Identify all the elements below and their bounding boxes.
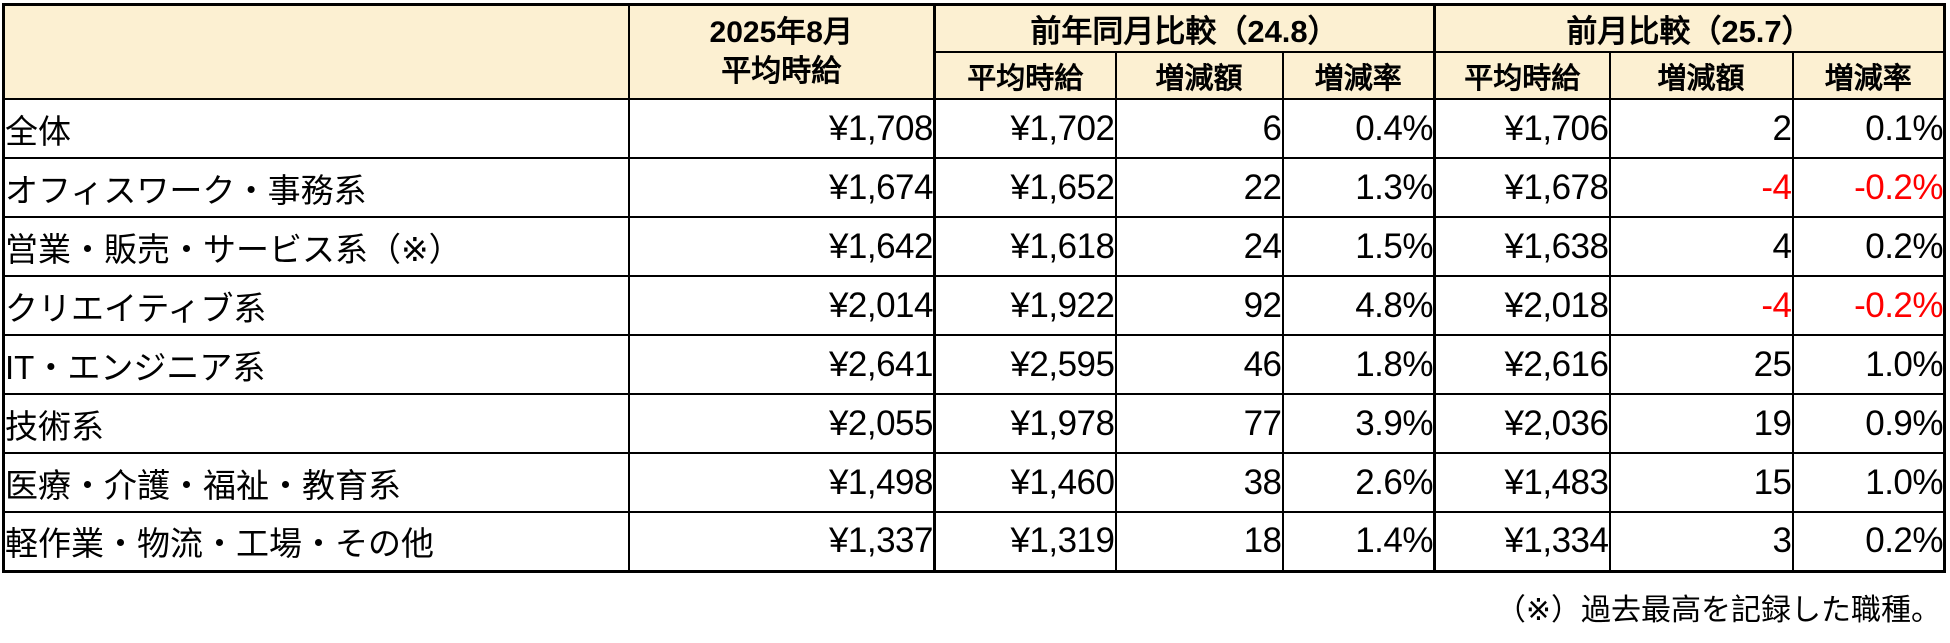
mom-diff-cell: 25 (1608, 334, 1794, 395)
current-wage-cell: ¥2,641 (627, 334, 936, 395)
table-row: 営業・販売・サービス系（※） ¥1,642 ¥1,618 24 1.5% ¥1,638 4 0… (2, 216, 1946, 277)
current-wage-cell: ¥1,337 (627, 511, 936, 572)
yoy-rate-cell: 1.3% (1281, 157, 1436, 218)
mom-diff-cell: -4 (1608, 157, 1794, 218)
yoy-diff-cell: 22 (1114, 157, 1284, 218)
header-mom-wage: 平均時給 (1433, 51, 1611, 100)
yoy-rate-cell: 1.8% (1281, 334, 1436, 395)
yoy-rate-cell: 0.4% (1281, 98, 1436, 159)
yoy-rate-cell: 2.6% (1281, 452, 1436, 513)
mom-diff-cell: 2 (1608, 98, 1794, 159)
mom-wage-cell: ¥2,616 (1433, 334, 1611, 395)
current-wage-cell: ¥2,055 (627, 393, 936, 454)
table-row: IT・エンジニア系 ¥2,641 ¥2,595 46 1.8% ¥2,616 25 1.0% (2, 334, 1946, 395)
mom-wage-cell: ¥2,018 (1433, 275, 1611, 336)
current-wage-cell: ¥1,642 (627, 216, 936, 277)
mom-rate-cell: 0.1% (1791, 98, 1946, 159)
yoy-rate-cell: 3.9% (1281, 393, 1436, 454)
row-label-cell: 技術系 (2, 393, 630, 454)
mom-diff-cell: 19 (1608, 393, 1794, 454)
table-row: 技術系 ¥2,055 ¥1,978 77 3.9% ¥2,036 19 0.9% (2, 393, 1946, 454)
mom-wage-cell: ¥1,678 (1433, 157, 1611, 218)
yoy-wage-cell: ¥1,702 (933, 98, 1117, 159)
header-mom-diff: 増減額 (1608, 51, 1794, 100)
mom-wage-cell: ¥1,483 (1433, 452, 1611, 513)
mom-wage-cell: ¥1,334 (1433, 511, 1611, 572)
mom-rate-cell: 0.9% (1791, 393, 1946, 454)
header-current-month-cell: 2025年8月 平均時給 (627, 3, 936, 100)
table-row: オフィスワーク・事務系 ¥1,674 ¥1,652 22 1.3% ¥1,678 -4 -0.… (2, 157, 1946, 218)
table-row: 医療・介護・福祉・教育系 ¥1,498 ¥1,460 38 2.6% ¥1,483 15 1.… (2, 452, 1946, 513)
yoy-diff-cell: 38 (1114, 452, 1284, 513)
table-row: クリエイティブ系 ¥2,014 ¥1,922 92 4.8% ¥2,018 -4 -0.2% (2, 275, 1946, 336)
yoy-rate-cell: 1.5% (1281, 216, 1436, 277)
row-label-cell: 全体 (2, 98, 630, 159)
mom-diff-cell: 15 (1608, 452, 1794, 513)
mom-rate-cell: 1.0% (1791, 334, 1946, 395)
yoy-wage-cell: ¥1,618 (933, 216, 1117, 277)
header-current-label: 平均時給 (721, 55, 842, 88)
header-group-mom: 前月比較（25.7） (1432, 3, 1946, 53)
header-yoy-wage: 平均時給 (933, 51, 1117, 100)
row-label-cell: 軽作業・物流・工場・その他 (2, 511, 630, 572)
mom-wage-cell: ¥1,638 (1433, 216, 1611, 277)
yoy-wage-cell: ¥2,595 (933, 334, 1117, 395)
wage-table-body: 全体 ¥1,708 ¥1,702 6 0.4% ¥1,706 2 0.1% オフィスワーク・事務… (2, 98, 1946, 572)
mom-diff-cell: 3 (1608, 511, 1794, 572)
yoy-diff-cell: 18 (1114, 511, 1284, 572)
footnote: （※）過去最高を記録した職種。 (1495, 593, 1941, 627)
mom-wage-cell: ¥2,036 (1433, 393, 1611, 454)
row-label-cell: 営業・販売・サービス系（※） (2, 216, 630, 277)
current-wage-cell: ¥1,708 (627, 98, 936, 159)
yoy-wage-cell: ¥1,922 (933, 275, 1117, 336)
yoy-wage-cell: ¥1,652 (933, 157, 1117, 218)
mom-rate-cell: -0.2% (1791, 275, 1946, 336)
table-header: 2025年8月 平均時給 前年同月比較（24.8） 前月比較（25.7） 平均時… (2, 3, 1946, 100)
current-wage-cell: ¥2,014 (627, 275, 936, 336)
mom-wage-cell: ¥1,706 (1433, 98, 1611, 159)
wage-table: 2025年8月 平均時給 前年同月比較（24.8） 前月比較（25.7） 平均時… (2, 3, 1947, 573)
yoy-diff-cell: 24 (1114, 216, 1284, 277)
row-label-cell: IT・エンジニア系 (2, 334, 630, 395)
yoy-rate-cell: 1.4% (1281, 511, 1436, 572)
row-label-cell: オフィスワーク・事務系 (2, 157, 630, 218)
yoy-wage-cell: ¥1,319 (933, 511, 1117, 572)
yoy-diff-cell: 6 (1114, 98, 1284, 159)
yoy-diff-cell: 92 (1114, 275, 1284, 336)
table-row: 全体 ¥1,708 ¥1,702 6 0.4% ¥1,706 2 0.1% (2, 98, 1946, 159)
mom-rate-cell: 1.0% (1791, 452, 1946, 513)
mom-rate-cell: -0.2% (1791, 157, 1946, 218)
header-yoy-diff: 増減額 (1114, 51, 1284, 100)
yoy-diff-cell: 77 (1114, 393, 1284, 454)
header-mom-rate: 増減率 (1791, 51, 1946, 100)
header-corner-cell (2, 3, 630, 100)
header-yoy-rate: 増減率 (1281, 51, 1436, 100)
table-row: 軽作業・物流・工場・その他 ¥1,337 ¥1,319 18 1.4% ¥1,334 3 0.… (2, 511, 1946, 572)
mom-diff-cell: 4 (1608, 216, 1794, 277)
yoy-wage-cell: ¥1,978 (933, 393, 1117, 454)
header-group-yoy: 前年同月比較（24.8） (933, 3, 1436, 53)
current-wage-cell: ¥1,498 (627, 452, 936, 513)
yoy-rate-cell: 4.8% (1281, 275, 1436, 336)
yoy-wage-cell: ¥1,460 (933, 452, 1117, 513)
row-label-cell: クリエイティブ系 (2, 275, 630, 336)
header-row-sub: 平均時給 増減額 増減率 平均時給 増減額 増減率 (4, 51, 1946, 100)
mom-rate-cell: 0.2% (1791, 216, 1946, 277)
current-wage-cell: ¥1,674 (627, 157, 936, 218)
yoy-diff-cell: 46 (1114, 334, 1284, 395)
header-row-groups: 2025年8月 平均時給 前年同月比較（24.8） 前月比較（25.7） (2, 3, 1946, 100)
page: 2025年8月 平均時給 前年同月比較（24.8） 前月比較（25.7） 平均時… (2, 3, 1947, 627)
mom-diff-cell: -4 (1608, 275, 1794, 336)
row-label-cell: 医療・介護・福祉・教育系 (2, 452, 630, 513)
mom-rate-cell: 0.2% (1791, 511, 1946, 572)
header-current-month: 2025年8月 (709, 16, 853, 49)
